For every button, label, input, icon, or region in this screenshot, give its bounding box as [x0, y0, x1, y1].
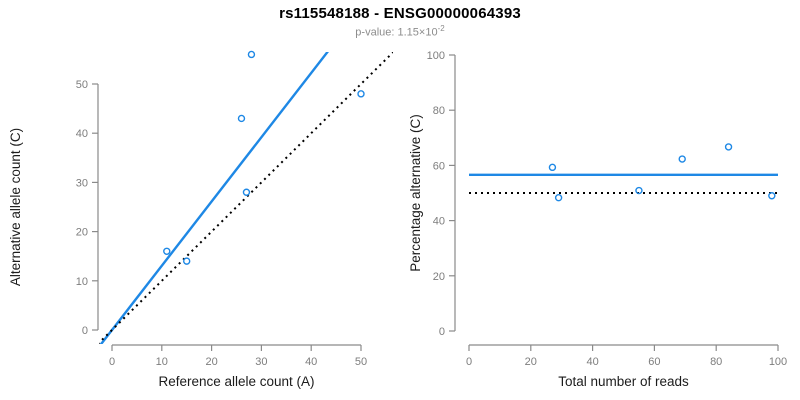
- x-tick-label: 40: [586, 356, 598, 368]
- x-tick-label: 100: [769, 356, 787, 368]
- x-axis-title: Total number of reads: [558, 374, 689, 389]
- data-point: [724, 143, 733, 151]
- x-tick-label: 20: [525, 356, 537, 368]
- scatter-allele-counts: 0 10 20 30 40 50 0 10 20 30 40 50 Reference allele c…: [8, 50, 393, 389]
- y-tick-label: 100: [427, 50, 445, 62]
- x-tick-label: 50: [355, 356, 367, 368]
- x-tick-label: 10: [156, 356, 168, 368]
- y-axis-title: Percentage alternative (C): [408, 114, 423, 272]
- x-tick-label: 40: [305, 356, 317, 368]
- y-tick-label: 80: [433, 105, 445, 117]
- x-tick-label: 0: [466, 356, 472, 368]
- data-point: [678, 155, 686, 163]
- identity-line: [99, 52, 393, 344]
- data-point: [548, 163, 557, 172]
- x-tick-label: 20: [205, 356, 217, 368]
- y-tick-label: 10: [76, 276, 88, 288]
- y-tick-label: 30: [76, 177, 88, 189]
- data-point: [554, 193, 563, 202]
- data-point: [163, 247, 171, 255]
- y-tick-label: 40: [433, 216, 445, 228]
- y-tick-label: 40: [76, 128, 88, 140]
- plot-title: rs115548188 - ENSG00000064393: [279, 5, 521, 22]
- x-tick-label: 60: [648, 356, 660, 368]
- data-point: [182, 257, 191, 265]
- y-tick-label: 60: [433, 160, 445, 172]
- y-tick-label: 0: [82, 325, 88, 337]
- plot-subtitle: p-value: 1.15×10-2: [0, 24, 800, 39]
- scatter-percentage-alternative: 0 20 40 60 80 100 0 20 40 60 80 100 Total number of …: [408, 50, 787, 389]
- p-value-text: p-value: 1.15×10: [355, 26, 438, 39]
- x-axis-title: Reference allele count (A): [158, 374, 314, 389]
- x-tick-label: 80: [710, 356, 722, 368]
- data-point: [357, 90, 365, 98]
- x-tick-label: 0: [109, 356, 115, 368]
- fit-line: [99, 52, 329, 344]
- x-tick-label: 30: [255, 356, 267, 368]
- y-axis-title: Alternative allele count (C): [8, 128, 23, 286]
- data-point: [635, 186, 643, 195]
- y-tick-label: 20: [433, 271, 445, 283]
- p-value-exponent: -2: [437, 24, 445, 33]
- y-tick-label: 0: [439, 326, 445, 338]
- data-point: [242, 188, 251, 196]
- data-point: [237, 114, 246, 123]
- data-point: [247, 50, 256, 59]
- y-tick-label: 50: [76, 79, 88, 91]
- data-point: [768, 192, 776, 200]
- y-tick-label: 20: [76, 227, 88, 239]
